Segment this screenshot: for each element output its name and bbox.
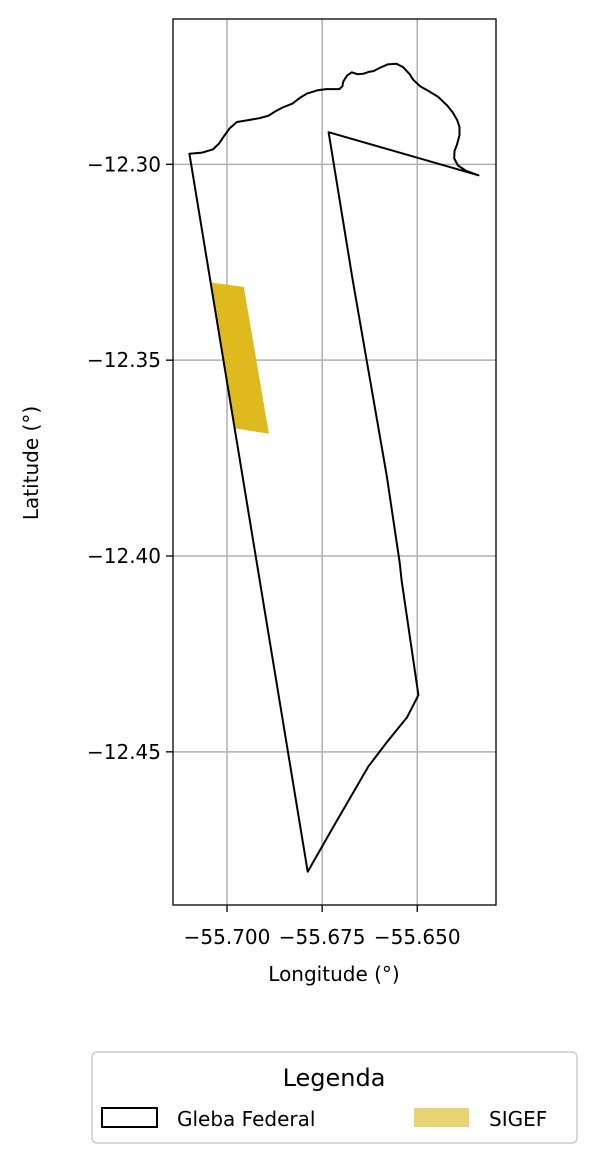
legend-title: Legenda	[283, 1064, 386, 1092]
y-tick-label: −12.30	[87, 152, 161, 176]
legend: Legenda Gleba Federal SIGEF	[91, 1051, 578, 1144]
legend-label-gleba-federal: Gleba Federal	[177, 1107, 315, 1131]
gridlines	[173, 19, 496, 905]
y-axis-ticks: −12.30 −12.35 −12.40 −12.45	[87, 152, 173, 764]
x-tick-label: −55.650	[374, 925, 461, 949]
y-tick-label: −12.40	[87, 544, 161, 568]
x-axis-label: Longitude (°)	[268, 962, 399, 986]
map-layers	[188, 62, 480, 873]
x-tick-label: −55.675	[279, 925, 366, 949]
legend-swatch-gleba-federal	[101, 1107, 158, 1128]
y-axis-label: Latitude (°)	[19, 406, 43, 520]
legend-label-sigef: SIGEF	[489, 1107, 547, 1131]
x-axis-ticks: −55.700 −55.675 −55.650	[184, 905, 461, 949]
layer-sigef	[211, 282, 269, 434]
y-tick-label: −12.45	[87, 740, 161, 764]
y-tick-label: −12.35	[87, 348, 161, 372]
plot-frame	[172, 18, 497, 906]
x-tick-label: −55.700	[184, 925, 271, 949]
layer-gleba-federal	[188, 62, 480, 873]
legend-swatch-sigef	[414, 1108, 469, 1127]
